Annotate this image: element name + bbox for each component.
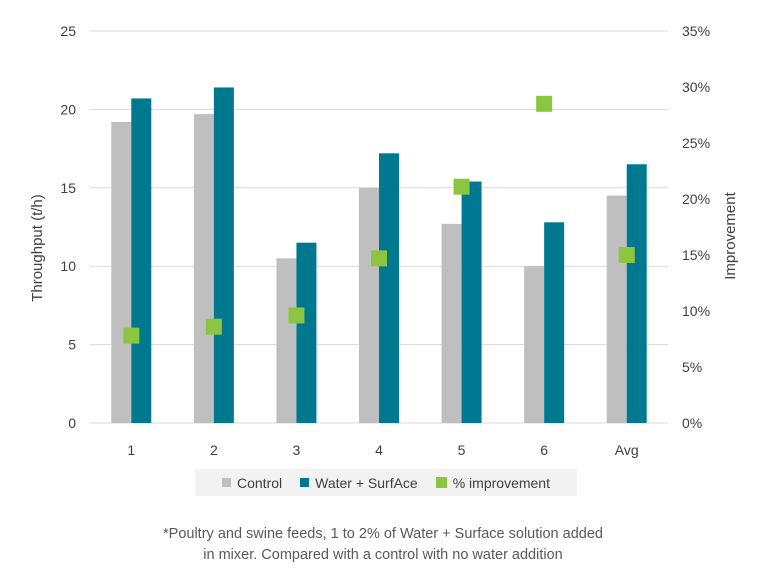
bar-water-surface bbox=[131, 98, 152, 423]
x-tick-label: Avg bbox=[615, 442, 639, 458]
y-tick-label: 0 bbox=[68, 415, 76, 431]
x-tick-label: 1 bbox=[127, 442, 135, 458]
legend-label-improvement: % improvement bbox=[452, 474, 550, 491]
y2-tick-label: 5% bbox=[682, 359, 702, 375]
x-tick-label: 3 bbox=[293, 442, 301, 458]
x-tick-label: 4 bbox=[375, 442, 383, 458]
bar-water-surface bbox=[461, 181, 482, 423]
x-tick-label: 5 bbox=[458, 442, 466, 458]
y-tick-label: 20 bbox=[60, 101, 76, 117]
bar-control bbox=[276, 258, 297, 423]
y2-axis-title: Improvement bbox=[722, 191, 739, 279]
x-tick-label: 2 bbox=[210, 442, 218, 458]
y2-tick-label: 20% bbox=[682, 191, 710, 207]
bar-water-surface bbox=[626, 164, 647, 423]
bar-control bbox=[441, 223, 462, 423]
left-axis-ticks: 0 5 10 15 20 25 bbox=[60, 23, 76, 431]
bar-water-surface bbox=[213, 87, 234, 423]
legend-swatch-control bbox=[222, 478, 231, 487]
x-axis-ticks: 1 2 3 4 5 6 Avg bbox=[127, 442, 638, 458]
improvement-markers bbox=[123, 95, 635, 344]
y2-tick-label: 15% bbox=[682, 247, 710, 263]
y2-tick-label: 10% bbox=[682, 303, 710, 319]
y-tick-label: 10 bbox=[60, 258, 76, 274]
right-axis-ticks: 0% 5% 10% 15% 20% 25% 30% 35% bbox=[682, 23, 710, 431]
legend-item-water-surface: Water + SurfAce bbox=[300, 475, 418, 491]
y-tick-label: 25 bbox=[60, 23, 76, 39]
marker-improvement bbox=[453, 178, 470, 195]
bar-control bbox=[524, 266, 545, 423]
bar-water-surface bbox=[379, 153, 399, 423]
legend-label-control: Control bbox=[237, 474, 283, 491]
marker-improvement bbox=[536, 95, 553, 112]
y2-tick-label: 0% bbox=[682, 415, 702, 431]
y-tick-label: 15 bbox=[60, 180, 76, 196]
footnote: *Poultry and swine feeds, 1 to 2% of Wat… bbox=[0, 524, 766, 566]
legend-swatch-water-surface bbox=[300, 478, 310, 487]
legend: Control Water + SurfAce % improvement bbox=[195, 469, 577, 496]
bars bbox=[111, 87, 647, 423]
marker-improvement bbox=[618, 247, 635, 263]
marker-improvement bbox=[123, 327, 140, 344]
bar-water-surface bbox=[296, 242, 317, 423]
bar-control bbox=[111, 121, 132, 423]
y2-tick-label: 35% bbox=[682, 23, 710, 39]
legend-item-control: Control bbox=[222, 475, 282, 491]
y-axis-title: Throughput (t/h) bbox=[29, 194, 46, 302]
legend-item-improvement: % improvement bbox=[435, 474, 550, 491]
marker-improvement bbox=[371, 250, 387, 267]
legend-swatch-improvement bbox=[435, 477, 447, 488]
x-tick-label: 6 bbox=[540, 442, 548, 458]
y2-tick-label: 30% bbox=[682, 79, 710, 95]
legend-label-water-surface: Water + SurfAce bbox=[315, 474, 418, 491]
bar-control bbox=[359, 187, 379, 423]
bar-control bbox=[193, 114, 214, 423]
chart: 0 5 10 15 20 25 0% 5% 10% 15% 20% 25% 30% 35% 1 2 3 4 5 6… bbox=[29, 23, 739, 458]
bar-control bbox=[606, 195, 627, 423]
footnote-line-1: *Poultry and swine feeds, 1 to 2% of Wat… bbox=[163, 526, 603, 542]
y2-tick-label: 25% bbox=[682, 135, 710, 151]
y-tick-label: 5 bbox=[68, 337, 76, 353]
footnote-line-2: in mixer. Compared with a control with n… bbox=[203, 547, 563, 563]
marker-improvement bbox=[205, 318, 222, 335]
marker-improvement bbox=[288, 307, 305, 324]
bar-water-surface bbox=[544, 222, 565, 423]
